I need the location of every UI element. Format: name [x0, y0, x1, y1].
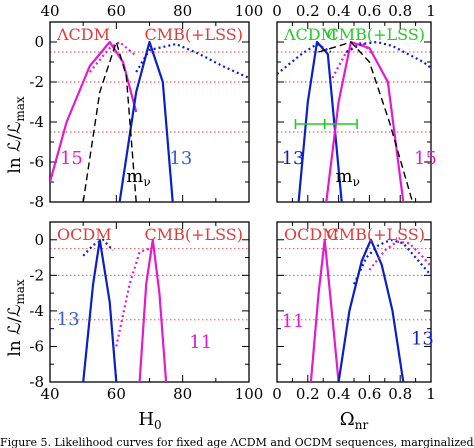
- panel-bottom-left: 40 60 80 100 0 -2 -4 -6 -8 OCDM CMB(+LSS) 13 11: [29, 221, 264, 403]
- curves: [82, 238, 168, 382]
- series-line-m-nu: [318, 41, 414, 202]
- y-tick-label: 0: [34, 231, 44, 249]
- y-tick-label: -6: [29, 337, 44, 355]
- series-line-11: [115, 247, 150, 347]
- curve-annotation: 13: [57, 309, 80, 330]
- curve-annotation: mν: [336, 166, 360, 189]
- x-tick-label: 1: [426, 2, 436, 20]
- x-tick-label: 0: [272, 2, 282, 20]
- model-label: ΛCDM: [283, 25, 337, 44]
- series-line-13: [277, 42, 332, 75]
- curve-annotation: 15: [60, 148, 83, 169]
- y-axis-label-top: ln ℒ/ℒmax: [5, 96, 27, 174]
- data-label: CMB(+LSS): [326, 25, 425, 44]
- curve-annotation: 13: [282, 148, 305, 169]
- x-tick-label: 60: [107, 385, 126, 403]
- series-line-13: [353, 238, 431, 285]
- series-line-13: [82, 238, 114, 257]
- x-tick-label: 0.2: [296, 2, 320, 20]
- x-tick-label: 40: [40, 2, 59, 20]
- series-line-11: [368, 240, 431, 271]
- series-line-13: [82, 238, 118, 382]
- x-axis-label-right: Ωnr: [340, 409, 369, 432]
- x-tick-label: 0.6: [357, 2, 381, 20]
- x-tick-label: 0.2: [296, 385, 320, 403]
- x-axis-label-left: H0: [138, 409, 161, 432]
- x-tick-label: 0: [272, 385, 282, 403]
- curve-annotation: 13: [169, 148, 192, 169]
- y-tick-label: -2: [29, 73, 44, 91]
- series-line-13: [297, 40, 343, 202]
- curve-annotation: 13: [411, 329, 434, 350]
- panel-top-left: 40 60 80 100 0 -2 -4 -6 -8 ΛCDM CMB(+LSS) 15 13 mν: [29, 2, 263, 211]
- x-tick-label: 1: [426, 385, 436, 403]
- model-label: OCDM: [284, 225, 339, 244]
- data-label: CMB(+LSS): [144, 225, 243, 244]
- x-tick-label: 80: [173, 2, 192, 20]
- figure-caption: Figure 5. Likelihood curves for fixed ag…: [0, 436, 474, 448]
- x-tick-label: 60: [107, 2, 126, 20]
- x-tick-label: 0.4: [327, 2, 351, 20]
- x-tick-label: 0.8: [388, 385, 412, 403]
- y-tick-label: -8: [29, 193, 44, 211]
- series-line-13: [118, 40, 174, 202]
- y-tick-label: -2: [29, 266, 44, 284]
- x-tick-label: 80: [173, 385, 192, 403]
- data-label: CMB(+LSS): [326, 225, 425, 244]
- curve-annotation: 11: [282, 311, 305, 332]
- series-line-15: [345, 40, 431, 69]
- series-line-13: [135, 42, 249, 80]
- series-line-11: [309, 238, 340, 382]
- plot-frame: [49, 221, 250, 383]
- y-tick-label: 0: [34, 33, 44, 51]
- y-axis-label-bottom: ln ℒ/ℒmax: [5, 279, 27, 357]
- y-tick-label: -8: [29, 373, 44, 391]
- curve-annotation: mν: [126, 166, 150, 189]
- data-label: CMB(+LSS): [144, 25, 243, 44]
- curves: [277, 40, 431, 202]
- plot-frame: [276, 221, 432, 383]
- y-tick-label: -4: [29, 302, 44, 320]
- series-line-11: [138, 238, 168, 382]
- x-tick-label: 0.4: [327, 385, 351, 403]
- curve-annotation: 15: [414, 148, 437, 169]
- x-tick-label: 100: [235, 385, 264, 403]
- x-tick-label: 40: [40, 385, 59, 403]
- series-line-15: [331, 40, 374, 79]
- x-tick-label: 100: [235, 2, 264, 20]
- y-tick-label: -4: [29, 113, 44, 131]
- series-line-13: [337, 238, 405, 382]
- x-tick-label: 0.6: [357, 385, 381, 403]
- model-label: ΛCDM: [56, 25, 110, 44]
- model-label: OCDM: [57, 225, 112, 244]
- curves: [309, 238, 431, 382]
- curve-annotation: 11: [189, 332, 212, 353]
- curves: [50, 40, 249, 202]
- y-tick-label: -6: [29, 153, 44, 171]
- x-tick-label: 0.8: [388, 2, 412, 20]
